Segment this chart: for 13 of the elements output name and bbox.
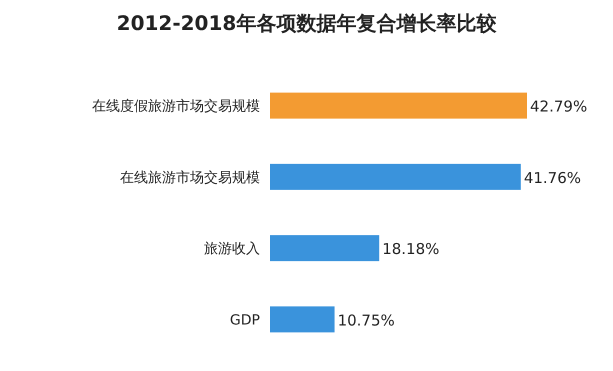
bar xyxy=(270,306,335,332)
y-tick-label: 旅游收入 xyxy=(204,241,260,258)
chart-title: 2012-2018年各项数据年复合增长率比较 xyxy=(116,11,498,35)
y-tick-label: GDP xyxy=(230,312,260,328)
data-label: 18.18% xyxy=(382,240,440,258)
data-label: 42.79% xyxy=(530,98,588,116)
bar xyxy=(270,92,527,119)
bar xyxy=(270,164,521,190)
bar xyxy=(270,235,380,262)
data-label: 10.75% xyxy=(338,311,395,330)
y-tick-label: 在线度假旅游市场交易规模 xyxy=(92,98,260,115)
data-label: 41.76% xyxy=(524,168,582,187)
y-tick-label: 在线旅游市场交易规模 xyxy=(120,170,260,186)
